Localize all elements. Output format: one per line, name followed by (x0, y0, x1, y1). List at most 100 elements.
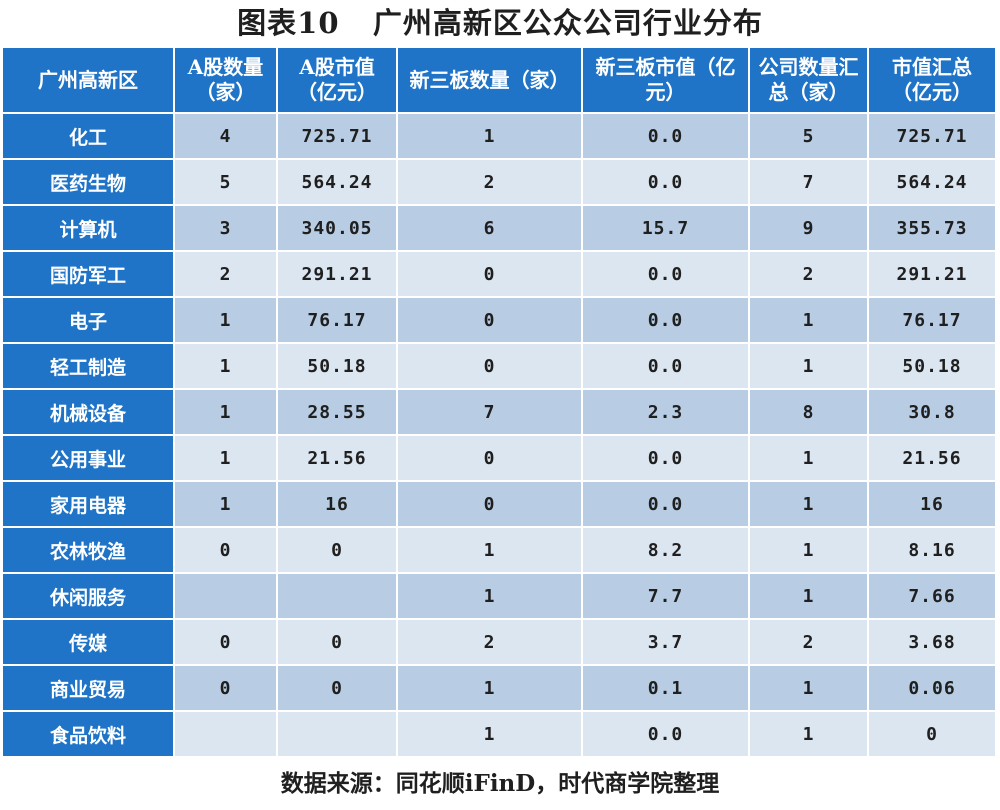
column-header: A股数量（家） (175, 48, 278, 114)
table-cell: 21.56 (278, 436, 398, 482)
table-row: 计算机 3 340.05 6 15.7 9 355.73 (3, 206, 997, 252)
table-cell: 3.68 (869, 620, 997, 666)
table-cell: 1 (175, 390, 278, 436)
table-row: 食品饮料 1 0.0 1 0 (3, 712, 997, 758)
table-cell: 0.0 (583, 252, 750, 298)
table-cell: 291.21 (869, 252, 997, 298)
table-cell: 1 (750, 436, 869, 482)
table-cell: 0 (175, 620, 278, 666)
table-cell: 0.0 (583, 298, 750, 344)
table-cell: 2 (175, 252, 278, 298)
table-cell: 564.24 (869, 160, 997, 206)
table-cell: 340.05 (278, 206, 398, 252)
table-cell: 1 (175, 344, 278, 390)
table-cell: 355.73 (869, 206, 997, 252)
industry-name-cell: 商业贸易 (3, 666, 175, 712)
table-row: 机械设备 1 28.55 7 2.3 8 30.8 (3, 390, 997, 436)
table-cell: 1 (398, 574, 583, 620)
column-header-region: 广州高新区 (3, 48, 175, 114)
table-cell: 28.55 (278, 390, 398, 436)
table-cell: 4 (175, 114, 278, 160)
column-header: 新三板市值（亿元） (583, 48, 750, 114)
column-header: 公司数量汇总（家） (750, 48, 869, 114)
table-cell: 30.8 (869, 390, 997, 436)
industry-name-cell: 公用事业 (3, 436, 175, 482)
table-cell: 0 (175, 528, 278, 574)
table-cell: 3.7 (583, 620, 750, 666)
table-body: 化工 4 725.71 1 0.0 5 725.71 医药生物 5 564.24 2 0.0 7 564.… (3, 114, 997, 758)
table-cell: 1 (398, 712, 583, 758)
industry-name-cell: 机械设备 (3, 390, 175, 436)
table-cell: 0 (398, 436, 583, 482)
industry-name-cell: 传媒 (3, 620, 175, 666)
column-header: 市值汇总（亿元） (869, 48, 997, 114)
table-cell: 7 (750, 160, 869, 206)
table-cell: 0 (175, 666, 278, 712)
table-row: 轻工制造 1 50.18 0 0.0 1 50.18 (3, 344, 997, 390)
table-cell: 291.21 (278, 252, 398, 298)
table-cell: 8 (750, 390, 869, 436)
table-cell: 564.24 (278, 160, 398, 206)
table-cell: 725.71 (869, 114, 997, 160)
table-cell: 2 (750, 252, 869, 298)
table-cell: 8.16 (869, 528, 997, 574)
table-cell: 1 (398, 666, 583, 712)
industry-name-cell: 电子 (3, 298, 175, 344)
industry-name-cell: 休闲服务 (3, 574, 175, 620)
table-cell (278, 712, 398, 758)
industry-name-cell: 家用电器 (3, 482, 175, 528)
table-row: 休闲服务 1 7.7 1 7.66 (3, 574, 997, 620)
industry-name-cell: 计算机 (3, 206, 175, 252)
table-row: 家用电器 1 16 0 0.0 1 16 (3, 482, 997, 528)
table-row: 传媒 0 0 2 3.7 2 3.68 (3, 620, 997, 666)
column-header: 新三板数量（家） (398, 48, 583, 114)
industry-table: 广州高新区 A股数量（家） A股市值（亿元） 新三板数量（家） 新三板市值（亿元） 公司数… (3, 48, 997, 758)
table-cell: 2 (750, 620, 869, 666)
table-row: 商业贸易 0 0 1 0.1 1 0.06 (3, 666, 997, 712)
table-cell: 0 (398, 252, 583, 298)
table-cell: 6 (398, 206, 583, 252)
table-cell: 0 (278, 620, 398, 666)
table-cell: 7.66 (869, 574, 997, 620)
table-cell: 5 (750, 114, 869, 160)
industry-name-cell: 化工 (3, 114, 175, 160)
table-cell: 76.17 (869, 298, 997, 344)
table-cell: 0 (398, 298, 583, 344)
table-cell: 0 (398, 344, 583, 390)
table-cell: 0.0 (583, 436, 750, 482)
table-row: 医药生物 5 564.24 2 0.0 7 564.24 (3, 160, 997, 206)
table-row: 电子 1 76.17 0 0.0 1 76.17 (3, 298, 997, 344)
table-cell: 1 (175, 436, 278, 482)
industry-name-cell: 国防军工 (3, 252, 175, 298)
table-cell: 76.17 (278, 298, 398, 344)
table-cell: 725.71 (278, 114, 398, 160)
industry-name-cell: 医药生物 (3, 160, 175, 206)
table-cell: 7.7 (583, 574, 750, 620)
industry-name-cell: 轻工制造 (3, 344, 175, 390)
table-row: 农林牧渔 0 0 1 8.2 1 8.16 (3, 528, 997, 574)
table-cell (175, 712, 278, 758)
table-cell: 21.56 (869, 436, 997, 482)
table-cell: 1 (750, 666, 869, 712)
table-cell: 0 (278, 666, 398, 712)
header-row: 广州高新区 A股数量（家） A股市值（亿元） 新三板数量（家） 新三板市值（亿元） 公司数… (3, 48, 997, 114)
industry-name-cell: 农林牧渔 (3, 528, 175, 574)
industry-name-cell: 食品饮料 (3, 712, 175, 758)
table-cell: 0 (398, 482, 583, 528)
source-note: 数据来源：同花顺iFinD，时代商学院整理 (280, 770, 720, 797)
table-cell: 1 (175, 298, 278, 344)
column-header: A股市值（亿元） (278, 48, 398, 114)
table-cell: 1 (750, 574, 869, 620)
table-cell: 5 (175, 160, 278, 206)
table-cell: 1 (750, 298, 869, 344)
table-cell: 50.18 (869, 344, 997, 390)
table-cell: 9 (750, 206, 869, 252)
table-cell: 0.1 (583, 666, 750, 712)
table-cell: 2 (398, 160, 583, 206)
table-cell: 0.0 (583, 482, 750, 528)
table-cell: 16 (869, 482, 997, 528)
table-cell: 15.7 (583, 206, 750, 252)
table-cell: 0.0 (583, 114, 750, 160)
table-cell: 16 (278, 482, 398, 528)
table-row: 化工 4 725.71 1 0.0 5 725.71 (3, 114, 997, 160)
